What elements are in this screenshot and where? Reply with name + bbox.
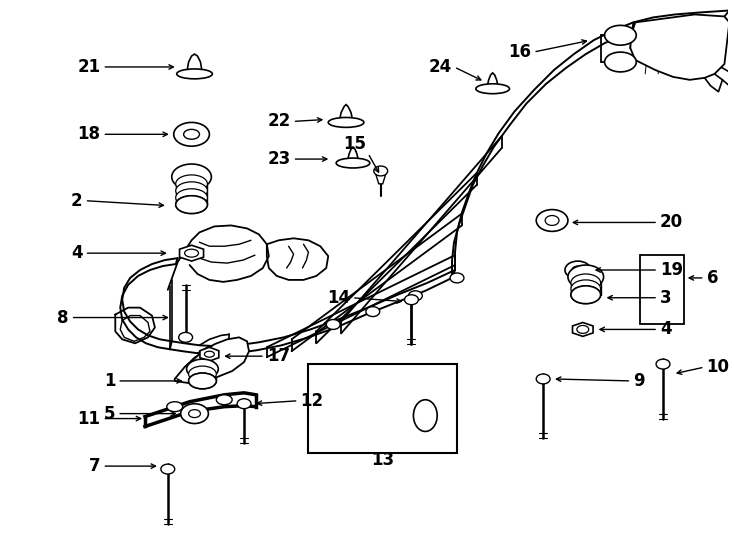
Ellipse shape: [408, 291, 422, 301]
Ellipse shape: [413, 400, 437, 431]
Polygon shape: [375, 171, 387, 184]
Ellipse shape: [189, 366, 217, 382]
Ellipse shape: [174, 123, 209, 146]
Ellipse shape: [189, 410, 200, 417]
Text: 11: 11: [77, 409, 101, 428]
Ellipse shape: [577, 326, 589, 333]
Polygon shape: [339, 105, 353, 123]
Text: 19: 19: [660, 261, 683, 279]
Ellipse shape: [189, 373, 217, 389]
Ellipse shape: [177, 69, 212, 79]
Ellipse shape: [605, 25, 636, 45]
Ellipse shape: [571, 286, 600, 303]
Polygon shape: [180, 245, 203, 261]
Text: 23: 23: [267, 150, 291, 168]
Text: 14: 14: [327, 289, 350, 307]
Text: 7: 7: [89, 457, 101, 475]
Ellipse shape: [568, 265, 603, 289]
Ellipse shape: [172, 164, 211, 190]
Polygon shape: [347, 147, 359, 163]
Bar: [308, 364, 457, 453]
Ellipse shape: [175, 195, 208, 213]
Text: 8: 8: [57, 308, 69, 327]
Polygon shape: [631, 15, 730, 80]
Text: 10: 10: [707, 358, 730, 376]
Text: 3: 3: [660, 289, 672, 307]
Ellipse shape: [185, 249, 198, 257]
Ellipse shape: [571, 274, 600, 292]
Ellipse shape: [571, 286, 600, 303]
Ellipse shape: [326, 320, 340, 329]
Ellipse shape: [656, 359, 670, 369]
Text: 4: 4: [660, 320, 672, 339]
Text: 2: 2: [71, 192, 83, 210]
Text: 22: 22: [267, 112, 291, 131]
Text: 21: 21: [77, 58, 101, 76]
Text: 13: 13: [371, 451, 394, 469]
Text: 4: 4: [71, 244, 83, 262]
Ellipse shape: [175, 189, 208, 207]
Text: 24: 24: [429, 58, 452, 76]
Polygon shape: [186, 54, 203, 74]
Ellipse shape: [328, 118, 364, 127]
Ellipse shape: [175, 182, 208, 200]
Text: 20: 20: [660, 213, 683, 232]
Ellipse shape: [404, 295, 418, 305]
Ellipse shape: [366, 307, 379, 316]
Text: 17: 17: [267, 347, 290, 365]
Ellipse shape: [175, 195, 208, 213]
Ellipse shape: [571, 280, 600, 298]
Ellipse shape: [167, 402, 183, 411]
Text: 1: 1: [103, 372, 115, 390]
Text: 5: 5: [103, 404, 115, 423]
Ellipse shape: [184, 130, 200, 139]
Ellipse shape: [189, 373, 217, 389]
Ellipse shape: [537, 210, 568, 231]
Ellipse shape: [605, 52, 636, 72]
Ellipse shape: [476, 84, 509, 94]
Text: 16: 16: [508, 43, 531, 61]
Ellipse shape: [175, 175, 208, 193]
Text: 15: 15: [343, 135, 366, 153]
Ellipse shape: [537, 374, 550, 384]
Ellipse shape: [336, 158, 370, 168]
Ellipse shape: [545, 215, 559, 225]
Ellipse shape: [217, 395, 232, 404]
Ellipse shape: [450, 273, 464, 283]
Ellipse shape: [374, 166, 388, 176]
Polygon shape: [487, 73, 498, 89]
Text: 18: 18: [77, 125, 101, 143]
Ellipse shape: [161, 464, 175, 474]
Ellipse shape: [565, 261, 591, 279]
Text: 9: 9: [633, 372, 645, 390]
Ellipse shape: [237, 399, 251, 409]
Ellipse shape: [572, 266, 584, 274]
Ellipse shape: [186, 359, 218, 379]
Text: 12: 12: [300, 392, 324, 410]
Polygon shape: [200, 347, 219, 361]
Text: 6: 6: [707, 269, 718, 287]
Ellipse shape: [178, 333, 192, 342]
Polygon shape: [175, 338, 249, 383]
Ellipse shape: [205, 351, 214, 357]
Ellipse shape: [181, 404, 208, 423]
Polygon shape: [573, 322, 593, 336]
Bar: [640, 255, 684, 325]
